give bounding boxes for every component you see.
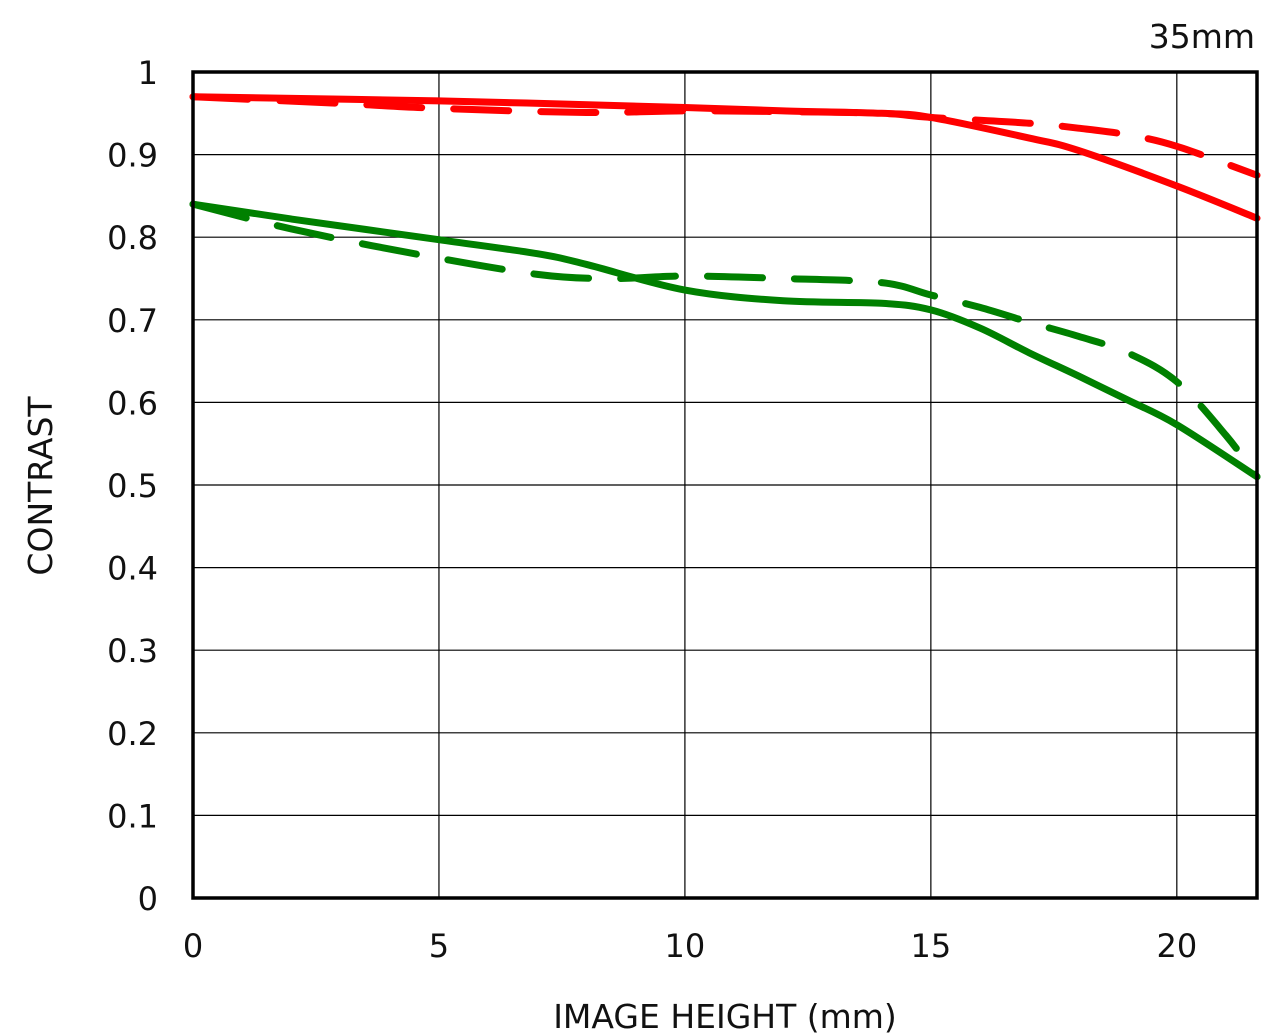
x-axis-label: IMAGE HEIGHT (mm) (553, 997, 897, 1035)
series-line-1 (189, 93, 1261, 222)
y-tick-label: 0.7 (107, 302, 158, 340)
y-tick-label: 0.6 (107, 384, 158, 422)
y-tick-label: 0.9 (107, 137, 158, 175)
x-tick-label: 10 (665, 927, 706, 965)
x-tick-label: 15 (911, 927, 952, 965)
series-line-3 (189, 200, 1261, 481)
plot-frame (191, 70, 1259, 900)
y-tick-labels: 0 0.1 0.2 0.3 0.4 0.5 0.6 0.7 0.8 0.9 1 (107, 54, 158, 918)
y-tick-label: 0.3 (107, 632, 158, 670)
y-tick-label: 1 (138, 54, 158, 92)
x-tick-label: 20 (1156, 927, 1197, 965)
x-tick-label: 5 (429, 927, 449, 965)
y-tick-label: 0.5 (107, 467, 158, 505)
y-tick-label: 0.4 (107, 550, 158, 588)
x-tick-label: 0 (183, 927, 203, 965)
series-layer (189, 93, 1261, 481)
x-tick-labels: 0 5 10 15 20 (183, 927, 1197, 965)
chart-title: 35mm (1149, 17, 1255, 56)
y-tick-label: 0.2 (107, 715, 158, 753)
y-tick-label: 0.1 (107, 797, 158, 835)
y-tick-label: 0.8 (107, 219, 158, 257)
series-line-4 (189, 200, 1261, 481)
grid (192, 71, 1257, 899)
y-axis-label: CONTRAST (21, 396, 60, 576)
y-tick-label: 0 (138, 880, 158, 918)
series-line-2 (189, 93, 1261, 179)
